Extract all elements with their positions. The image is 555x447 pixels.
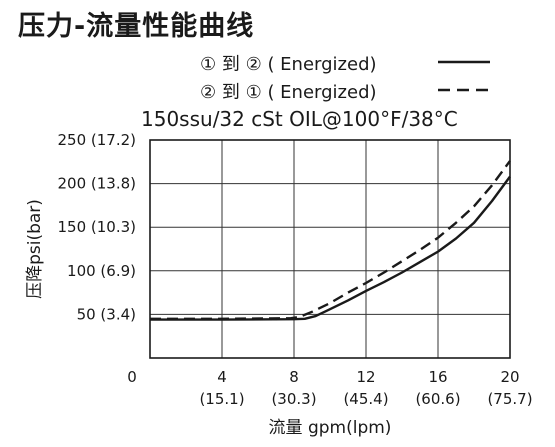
x-tick-sublabel: (30.3) — [271, 390, 316, 408]
x-tick-sublabel: (45.4) — [343, 390, 388, 408]
chart-subtitle: 150ssu/32 cSt OIL@100°F/38°C — [141, 107, 458, 131]
x-tick-label: 12 — [356, 368, 375, 386]
x-tick-sublabel: (60.6) — [415, 390, 460, 408]
y-axis-label: 压降psi(bar) — [25, 199, 45, 299]
legend-label: ① 到 ② ( Energized) — [200, 54, 377, 75]
x-tick-sublabel: (15.1) — [199, 390, 244, 408]
page-title: 压力-流量性能曲线 — [18, 11, 255, 42]
y-tick-label: 100 (6.9) — [67, 262, 136, 280]
x-axis-label: 流量 gpm(lpm) — [269, 418, 392, 438]
y-tick-label: 200 (13.8) — [57, 175, 136, 193]
series-line-2 — [150, 160, 511, 320]
y-tick-label: 250 (17.2) — [57, 131, 136, 149]
x-tick-label: 16 — [428, 368, 447, 386]
legend-item-1-to-2: ① 到 ② ( Energized) — [200, 50, 500, 76]
legend-item-2-to-1: ② 到 ① ( Energized) — [200, 78, 500, 104]
x-tick-label: 4 — [217, 368, 227, 386]
y-tick-label: 50 (3.4) — [77, 305, 136, 323]
series-line-1 — [150, 175, 511, 321]
plot-frame — [149, 139, 511, 359]
x-tick-sublabel: (75.7) — [487, 390, 532, 408]
x-tick-label: 8 — [289, 368, 299, 386]
x-tick-label: 0 — [127, 368, 137, 386]
y-tick-label: 150 (10.3) — [57, 218, 136, 236]
x-tick-label: 20 — [500, 368, 519, 386]
legend-label: ② 到 ① ( Energized) — [200, 82, 377, 103]
